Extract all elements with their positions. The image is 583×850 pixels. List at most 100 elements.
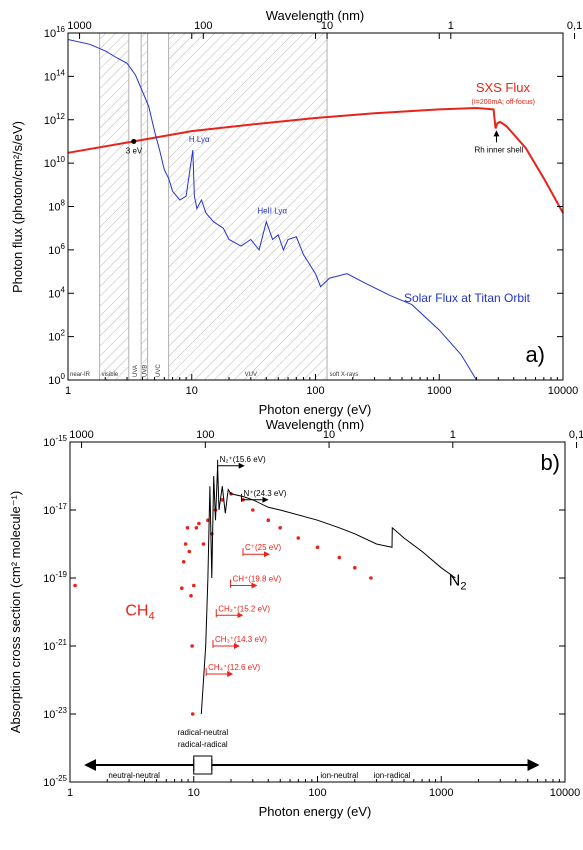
x2-tick-label: 1000 <box>69 429 93 441</box>
ch4-point <box>251 508 255 512</box>
panel-a-x-title: Photon energy (eV) <box>259 402 372 417</box>
band-label: UVB <box>142 365 148 377</box>
y-tick-label: 10-17 <box>43 502 67 517</box>
n2-label: N2 <box>449 573 467 593</box>
ch4-point <box>187 549 192 554</box>
ch4-point <box>183 542 188 546</box>
sxs-flux-legend: SXS Flux <box>476 80 531 95</box>
x2-tick-label: 0,1 <box>569 429 583 441</box>
y-tick-label: 104 <box>48 285 65 300</box>
regime-label: radical-radical <box>178 740 228 749</box>
sxs-flux-line <box>67 106 564 214</box>
ch4-point <box>190 644 194 648</box>
panel-b-series <box>73 465 456 716</box>
ch4-point <box>266 518 271 522</box>
n2-line <box>200 465 456 715</box>
ch4-point <box>185 526 190 530</box>
x-tick-label: 100 <box>306 385 324 397</box>
x2-tick-label: 1000 <box>67 20 91 32</box>
ch4-point <box>73 583 77 588</box>
ch4-point <box>181 560 186 564</box>
spectral-bands: near-IR visible UVA UVB UVC VUV soft X-rays <box>70 33 358 380</box>
ch4-point <box>220 498 225 502</box>
ch4-point <box>192 583 196 588</box>
y-tick-label: 10-21 <box>43 638 67 653</box>
y-tick-label: 10-15 <box>43 434 67 449</box>
x-tick-label: 10 <box>186 385 198 397</box>
threshold-label: CH₄⁺(12.6 eV) <box>208 663 260 672</box>
x2-tick-label: 1 <box>448 20 454 32</box>
x-tick-label: 1000 <box>429 787 453 799</box>
threshold-label: N⁺(24.3 eV) <box>243 489 286 498</box>
x-tick-label: 10000 <box>550 787 581 799</box>
x-tick-label: 1 <box>67 787 73 799</box>
y-tick-label: 1010 <box>44 155 66 170</box>
ch4-point <box>189 594 193 598</box>
threshold-label: CH₂⁺(15.2 eV) <box>218 604 270 613</box>
band-label: near-IR <box>70 372 91 378</box>
ch4-point <box>296 536 301 540</box>
annotation-h-lya: H Lyα <box>189 135 210 144</box>
x-tick-label: 10000 <box>548 385 579 397</box>
y-tick-label: 10-23 <box>43 706 67 721</box>
y-tick-label: 1012 <box>44 112 66 127</box>
y-tick-label: 10-25 <box>43 774 67 789</box>
regimes: neutral-neutral radical-neutral radical-ra… <box>84 728 540 780</box>
x-tick-label: 1 <box>65 385 71 397</box>
x2-tick-label: 1 <box>450 429 456 441</box>
y-tick-label: 10-19 <box>43 570 67 585</box>
ch4-point <box>194 526 199 530</box>
y-tick-label: 108 <box>48 199 65 214</box>
annotation-3ev: 3 eV <box>126 146 143 155</box>
ch4-point <box>315 545 320 550</box>
band-label: visible <box>102 372 119 378</box>
panel-b-y-title: Absorption cross section (cm² molecule⁻¹… <box>8 491 23 733</box>
band-label: UVA <box>133 365 139 377</box>
panel-a-series <box>67 39 564 381</box>
ch4-point <box>278 526 283 530</box>
panel-a-label: a) <box>525 342 545 367</box>
ch4-label: CH4 <box>125 602 154 622</box>
x-tick-label: 100 <box>308 787 326 799</box>
ch4-point <box>201 542 206 546</box>
annotation-rh-inner-shell: Rh inner shell <box>474 145 523 154</box>
x2-tick-label: 10 <box>321 20 333 32</box>
ch4-point <box>353 566 357 570</box>
y-tick-label: 1016 <box>44 25 66 40</box>
y-tick-label: 102 <box>48 329 65 344</box>
y-tick-label: 1014 <box>44 68 66 83</box>
threshold-label: N₂⁺(15.6 eV) <box>220 455 266 464</box>
x-tick-label: 10 <box>188 787 200 799</box>
ch4-point <box>180 586 184 590</box>
x2-tick-label: 100 <box>196 429 214 441</box>
band-region <box>99 33 129 380</box>
annotation-heii-lya: HeII Lyα <box>257 207 287 216</box>
ch4-point <box>190 712 195 716</box>
x2-tick-label: 100 <box>194 20 212 32</box>
regime-label: neutral-neutral <box>108 771 160 780</box>
marker-3ev <box>131 138 137 144</box>
ch4-point <box>337 555 342 560</box>
solar-flux-line <box>67 39 477 381</box>
band-region <box>168 33 328 380</box>
band-label: UVC <box>156 364 162 377</box>
x-tick-label: 1000 <box>427 385 451 397</box>
threshold-label: C⁺(25 eV) <box>245 543 282 552</box>
x2-tick-label: 0,1 <box>567 20 582 32</box>
panel-b: 1 10 100 1000 10000 1000 100 10 1 0,1 10-25 10-23 10… <box>8 417 583 819</box>
threshold-label: CH₃⁺(14.3 eV) <box>215 635 267 644</box>
ch4-point <box>369 576 373 580</box>
regime-label: radical-neutral <box>177 728 228 737</box>
y-tick-label: 106 <box>48 242 65 257</box>
ch4-point <box>197 521 201 526</box>
y-tick-label: 100 <box>48 372 65 387</box>
sxs-flux-sublabel: (I=200mA; off-focus) <box>472 99 535 106</box>
panel-b-label: b) <box>540 450 560 475</box>
band-region <box>141 33 148 380</box>
panel-a-y-title: Photon flux (photon/cm²/s/eV) <box>10 121 25 293</box>
regime-label: ion-radical <box>374 771 411 780</box>
panel-b-x2-title: Wavelength (nm) <box>266 417 365 432</box>
solar-flux-legend: Solar Flux at Titan Orbit <box>404 291 531 305</box>
